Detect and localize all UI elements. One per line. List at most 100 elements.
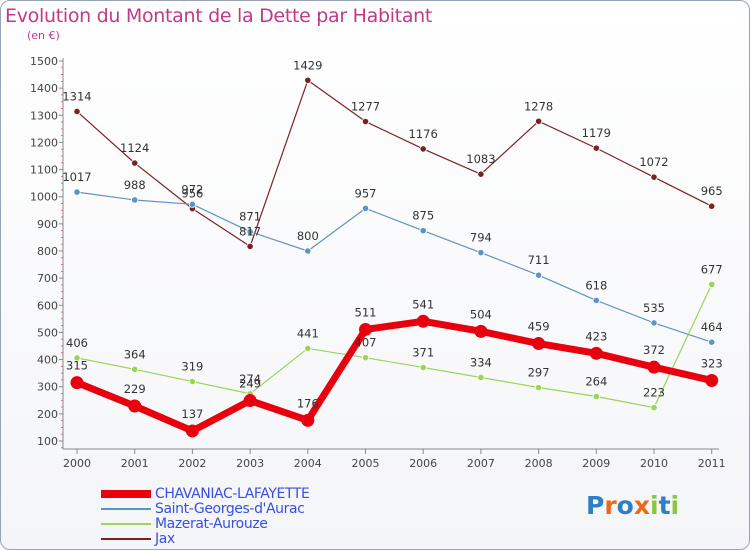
data-label: 264 [585,374,607,388]
data-point [477,170,485,178]
data-point [131,196,139,204]
axes: 100 200 300 400 500 600 700 800 900 1000 1100 1200 1… [30,55,726,470]
y-tick-label: 300 [37,381,58,394]
legend-label: Saint-Georges-d'Aurac [155,501,305,517]
data-point [534,383,543,392]
data-point [304,247,312,255]
x-tick-label: 2006 [409,457,437,470]
data-label: 711 [528,253,550,267]
data-label: 1314 [62,89,91,103]
x-tick-label: 2002 [178,457,206,470]
data-point [188,200,196,208]
data-label: 315 [66,359,88,373]
data-point [243,394,257,408]
data-point [650,173,658,181]
y-tick-label: 1200 [30,136,58,149]
y-tick-label: 500 [37,326,58,339]
logo-letter: t [658,491,671,520]
data-label: 1429 [293,58,322,72]
data-point [304,76,312,84]
data-label: 323 [701,356,723,370]
data-label: 371 [412,345,434,359]
y-tick-label: 400 [37,354,58,367]
legend-swatch [101,508,151,510]
logo-letter: i [670,491,680,520]
data-label: 511 [355,305,377,319]
legend-swatch [101,523,151,525]
legend-swatch [101,538,151,540]
data-point [361,204,370,212]
data-label: 535 [643,301,665,315]
data-label: 1176 [409,127,438,141]
data-label: 1179 [582,126,611,140]
y-tick-label: 900 [37,218,58,231]
data-point [131,159,139,167]
data-label: 176 [297,396,319,410]
data-label: 464 [701,320,723,334]
data-label: 988 [124,178,146,192]
x-tick-label: 2010 [640,457,668,470]
x-tick-label: 2004 [294,457,322,470]
series-line [76,79,713,247]
data-point [650,319,658,327]
unit-label: (en €) [27,29,60,42]
x-tick-label: 2003 [236,457,264,470]
data-point [708,280,716,288]
data-label: 441 [297,326,319,340]
data-point [73,354,81,362]
x-tick-label: 2001 [121,457,149,470]
data-point [361,354,370,362]
x-tick-label: 2005 [352,457,380,470]
data-point [647,360,661,374]
data-label: 297 [528,366,550,380]
y-tick-label: 1400 [30,82,58,95]
data-label: 1083 [466,152,495,166]
series-line [73,317,716,435]
data-label: 459 [528,320,550,334]
logo-letter: P [586,491,605,520]
data-label: 407 [355,336,377,350]
data-point [246,228,254,236]
logo-letter: o [616,491,634,520]
data-point [534,117,543,125]
y-tick-label: 1000 [30,191,58,204]
series-layer [70,76,719,438]
logo-letter: i [650,491,659,520]
data-point [705,373,719,387]
data-point [708,202,716,210]
data-label: 957 [355,186,377,200]
data-label: 794 [470,231,492,245]
data-label: 618 [585,278,607,292]
data-label: 364 [124,347,146,361]
y-tick-label: 1300 [30,109,58,122]
legend-label: CHAVANIAC-LAFAYETTE [155,486,310,502]
legend-label: Mazerat-Aurouze [155,516,268,532]
y-tick-label: 700 [37,272,58,285]
data-point [589,346,603,360]
proxiti-logo: Proxiti [586,491,679,520]
data-label: 800 [297,229,319,243]
data-label: 229 [124,382,146,396]
data-point [419,363,427,372]
data-label: 1278 [524,99,553,113]
data-label: 1124 [120,141,149,155]
data-label: 423 [585,329,607,343]
data-point [185,424,199,438]
data-label: 372 [643,343,665,357]
legend-label: Jax [155,531,175,547]
y-tick-label: 1100 [30,164,58,177]
data-label: 319 [181,360,203,374]
data-point [246,242,254,250]
data-point [304,344,312,353]
data-label: 504 [470,307,492,321]
data-point [416,314,430,328]
data-label: 677 [701,262,723,276]
data-label: 406 [66,336,88,350]
data-label: 541 [412,297,434,311]
data-point [361,117,370,126]
data-point [70,376,84,390]
data-point [131,365,139,373]
series-line [76,283,713,409]
x-tick-label: 2008 [525,457,553,470]
data-label: 1072 [639,155,668,169]
